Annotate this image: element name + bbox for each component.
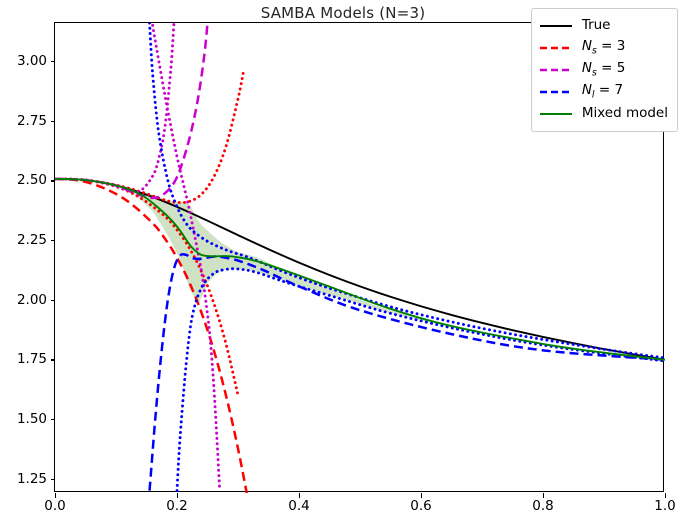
legend-label-nl7: Nl = 7 bbox=[581, 81, 624, 101]
x-tick bbox=[177, 493, 179, 498]
series-mixed-model bbox=[55, 177, 665, 361]
legend-label-true: True bbox=[581, 17, 611, 34]
legend-item-nl7: Nl = 7 bbox=[539, 81, 668, 103]
y-tick bbox=[50, 299, 55, 301]
legend-label-mixed: Mixed model bbox=[581, 105, 668, 122]
x-tick-label: 0.0 bbox=[44, 498, 66, 514]
legend-item-mixed: Mixed model bbox=[539, 103, 668, 125]
series-ns5-band-lower bbox=[151, 23, 222, 493]
x-tick bbox=[665, 493, 667, 498]
series-nl7 bbox=[148, 252, 665, 491]
y-tick bbox=[50, 240, 55, 242]
legend-swatch-ns5 bbox=[539, 64, 573, 76]
x-tick-label: 0.6 bbox=[410, 498, 432, 514]
legend-item-true: True bbox=[539, 15, 668, 37]
y-tick-label: 1.50 bbox=[16, 411, 47, 428]
series-ns5 bbox=[55, 23, 209, 200]
legend-item-ns3: Ns = 3 bbox=[539, 37, 668, 59]
y-tick bbox=[50, 359, 55, 361]
y-tick bbox=[50, 61, 55, 63]
y-tick bbox=[50, 419, 55, 421]
legend-swatch-nl7 bbox=[539, 86, 573, 98]
legend-swatch-mixed bbox=[539, 108, 573, 120]
y-tick-label: 3.00 bbox=[16, 53, 47, 70]
page-title: SAMBA Models (N=3) bbox=[260, 4, 426, 22]
y-tick-label: 2.25 bbox=[16, 232, 47, 249]
y-tick-label: 1.25 bbox=[16, 470, 47, 487]
mixed-credible-band bbox=[119, 184, 665, 361]
series-nl7-band-upper bbox=[148, 23, 665, 360]
legend-swatch-ns3 bbox=[539, 42, 573, 54]
legend-label-ns5: Ns = 5 bbox=[581, 59, 626, 79]
y-tick bbox=[50, 478, 55, 480]
series-ns3-band-lower bbox=[55, 177, 240, 397]
y-tick bbox=[50, 120, 55, 122]
x-tick bbox=[299, 493, 301, 498]
series-nl7-band-lower bbox=[175, 267, 665, 493]
x-tick bbox=[421, 493, 423, 498]
y-tick-label: 2.50 bbox=[16, 172, 47, 189]
legend-swatch-true bbox=[539, 20, 573, 32]
legend-label-ns3: Ns = 3 bbox=[581, 37, 626, 57]
y-tick-label: 1.75 bbox=[16, 351, 47, 368]
legend-item-ns5: Ns = 5 bbox=[539, 59, 668, 81]
plot-svg bbox=[55, 23, 665, 493]
y-tick-label: 2.00 bbox=[16, 291, 47, 308]
x-tick-label: 0.8 bbox=[532, 498, 554, 514]
x-tick-label: 1.0 bbox=[654, 498, 676, 514]
x-tick bbox=[543, 493, 545, 498]
x-tick-label: 0.2 bbox=[166, 498, 188, 514]
y-tick bbox=[50, 180, 55, 182]
series-ns3 bbox=[55, 177, 248, 493]
x-tick-label: 0.4 bbox=[288, 498, 310, 514]
y-tick-label: 2.75 bbox=[16, 112, 47, 129]
x-tick bbox=[55, 493, 57, 498]
legend: True Ns = 3 Ns = 5 Nl = 7 Mixed model bbox=[530, 8, 678, 132]
series-true bbox=[55, 177, 665, 361]
plot-axes: 1.25 1.50 1.75 2.00 2.25 2.50 2.75 3.00 0.0 0.2 0.… bbox=[17, 22, 676, 514]
